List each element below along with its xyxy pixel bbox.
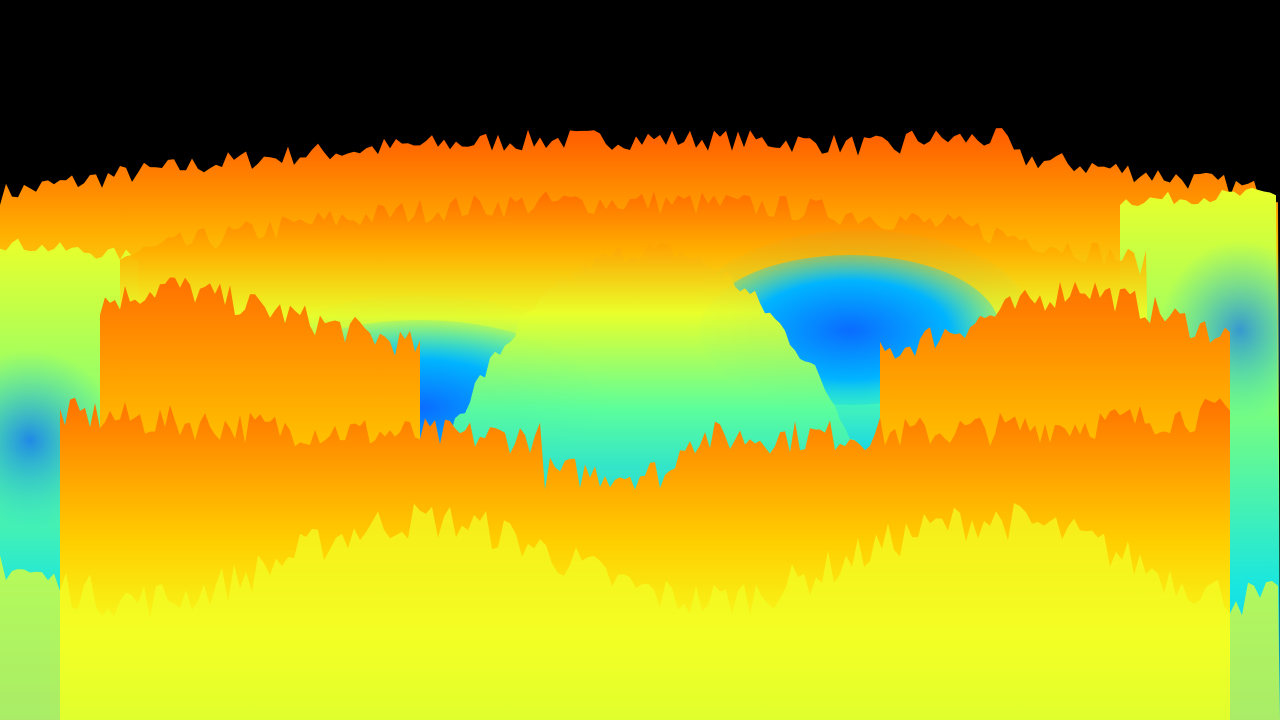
terrain-layers	[0, 128, 1280, 720]
foreground-hills	[0, 503, 1280, 720]
